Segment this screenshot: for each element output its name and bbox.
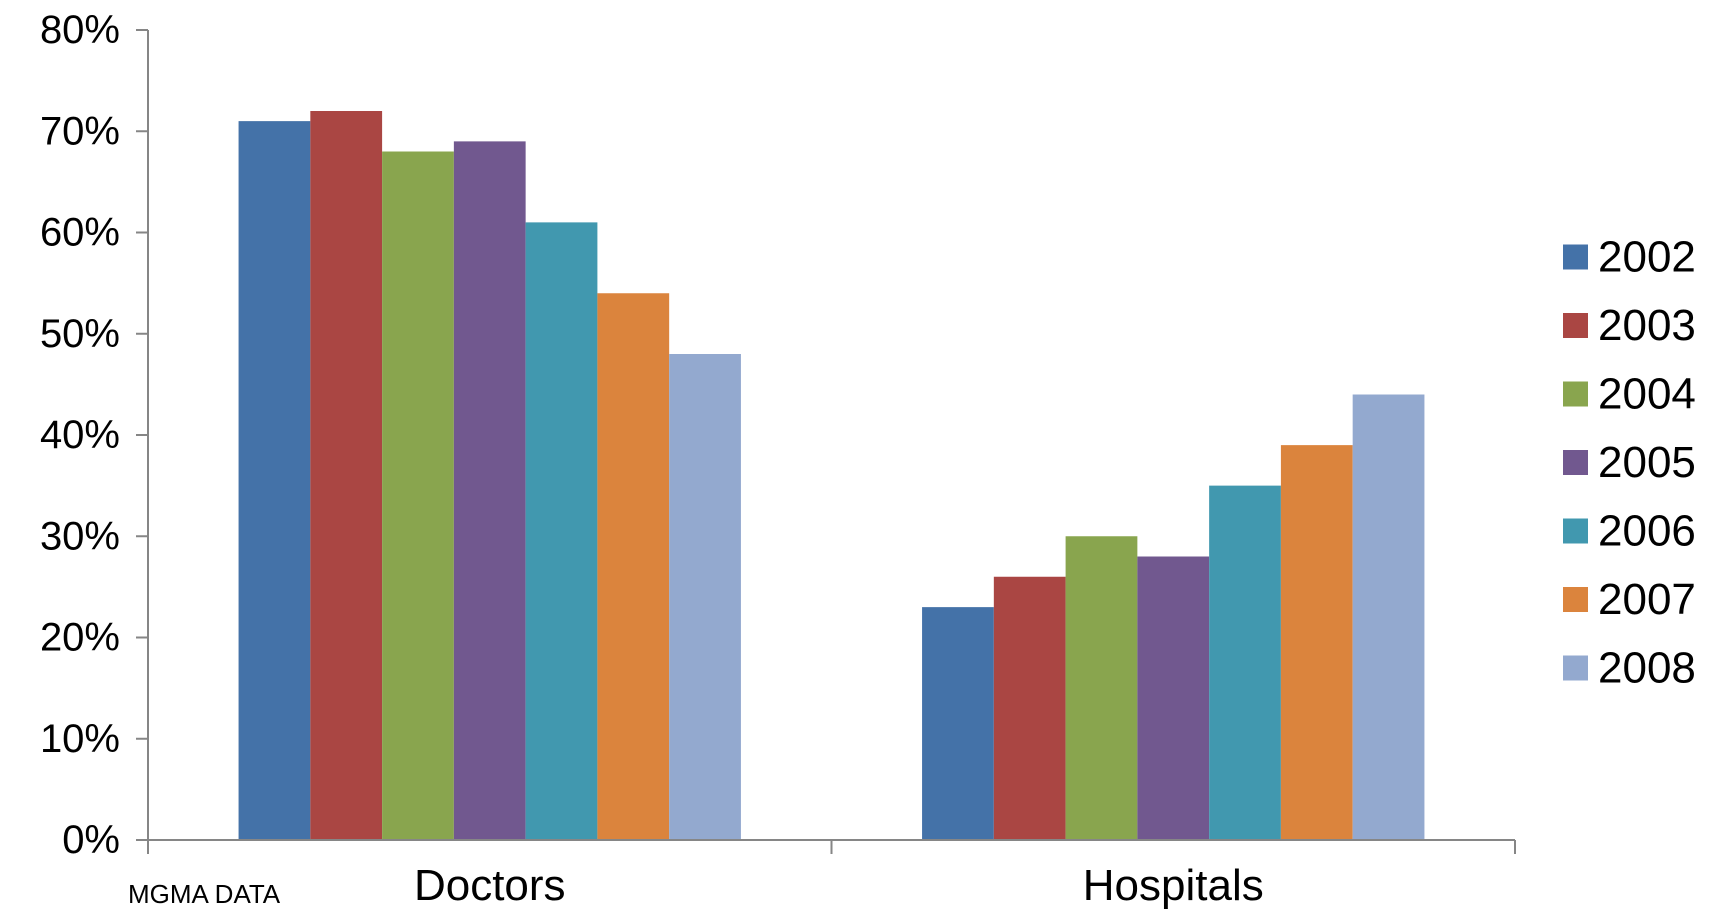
- y-tick-label: 40%: [40, 413, 120, 457]
- legend-item-2007: 2007: [1563, 575, 1696, 624]
- legend-label: 2003: [1598, 301, 1696, 350]
- bar-hospitals-2002: [922, 607, 994, 840]
- y-tick-label: 80%: [40, 8, 120, 52]
- y-axis-ticks: 0% 10% 20% 30% 40% 50% 60% 70% 80%: [40, 8, 148, 862]
- bar-hospitals-2003: [993, 576, 1066, 840]
- legend-item-2002: 2002: [1563, 233, 1696, 282]
- y-tick-label: 50%: [40, 312, 120, 356]
- x-axis-ticks: [147, 840, 1516, 854]
- bar-doctors-2005: [453, 141, 526, 840]
- bar-doctors-2006: [525, 222, 598, 840]
- y-tick-label: 30%: [40, 514, 120, 558]
- y-tick-label: 20%: [40, 616, 120, 660]
- plot-area: 0% 10% 20% 30% 40% 50% 60% 70% 80% Doctors Hospit…: [40, 8, 1516, 910]
- legend-label: 2005: [1598, 438, 1696, 487]
- bar-doctors-2007: [597, 293, 670, 840]
- legend-swatch: [1563, 518, 1588, 544]
- legend-item-2003: 2003: [1563, 301, 1696, 350]
- legend-swatch: [1563, 381, 1588, 407]
- legend: 2002 2003 2004 2005 2006 2007 2008: [1563, 233, 1696, 693]
- legend-item-2004: 2004: [1563, 370, 1696, 419]
- legend-swatch: [1563, 587, 1588, 612]
- legend-label: 2007: [1598, 575, 1696, 624]
- y-tick-label: 0%: [62, 818, 120, 862]
- legend-label: 2004: [1598, 370, 1696, 419]
- x-category-label: Hospitals: [1083, 861, 1264, 910]
- x-axis-labels: Doctors Hospitals: [414, 861, 1264, 910]
- bar-hospitals-2006: [1209, 485, 1281, 840]
- y-tick-label: 60%: [40, 211, 120, 255]
- bar-hospitals-2004: [1065, 536, 1138, 840]
- x-category-label: Doctors: [414, 861, 566, 910]
- bar-hospitals-2008: [1352, 394, 1425, 840]
- legend-swatch: [1563, 655, 1588, 681]
- legend-swatch: [1563, 313, 1588, 338]
- y-tick-label: 70%: [40, 109, 120, 153]
- bar-doctors-2008: [669, 354, 741, 840]
- bar-doctors-2002: [238, 121, 311, 840]
- source-note: MGMA DATA: [128, 879, 281, 909]
- legend-swatch: [1563, 450, 1588, 475]
- legend-swatch: [1563, 244, 1588, 270]
- bar-doctors-2004: [382, 151, 454, 840]
- legend-item-2008: 2008: [1563, 644, 1696, 693]
- legend-label: 2002: [1598, 233, 1696, 282]
- legend-item-2005: 2005: [1563, 438, 1696, 487]
- bar-doctors-2003: [310, 111, 383, 840]
- bar-hospitals-2007: [1280, 445, 1353, 840]
- legend-label: 2008: [1598, 644, 1696, 693]
- y-tick-label: 10%: [40, 717, 120, 761]
- legend-item-2006: 2006: [1563, 507, 1696, 556]
- legend-label: 2006: [1598, 507, 1696, 556]
- bars: [238, 111, 1425, 840]
- bar-hospitals-2005: [1137, 556, 1210, 840]
